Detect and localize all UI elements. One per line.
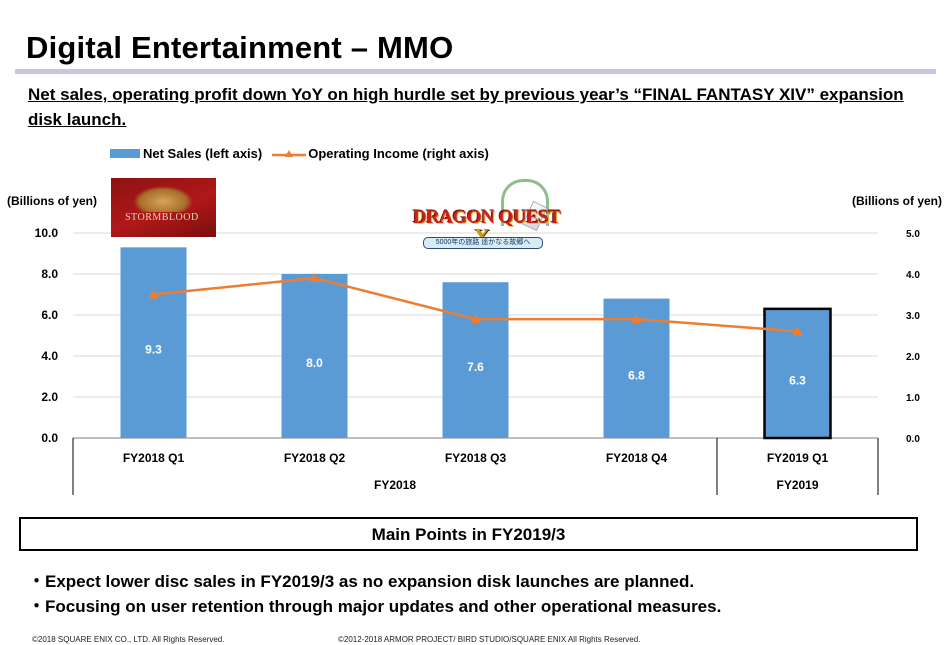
right-tick-label: 0.0 xyxy=(906,434,920,445)
dq-arch-graphic xyxy=(501,179,549,226)
page-title: Digital Entertainment – MMO xyxy=(26,30,454,65)
line-marker-operating-income xyxy=(148,289,159,299)
footer-copyright-armor-project: ©2012-2018 ARMOR PROJECT/ BIRD STUDIO/SQ… xyxy=(338,635,641,644)
legend-line-swatch xyxy=(272,149,307,157)
ffxiv-emblem xyxy=(133,186,193,212)
left-tick-label: 8.0 xyxy=(41,267,58,281)
right-tick-label: 2.0 xyxy=(906,352,920,363)
right-tick-label: 5.0 xyxy=(906,229,920,240)
dq-logo-name: DRAGON QUEST xyxy=(413,207,561,228)
bar-net-sales xyxy=(281,274,348,438)
line-marker-operating-income xyxy=(631,314,642,324)
category-label: FY2018 Q1 xyxy=(123,451,185,465)
right-tick-label: 1.0 xyxy=(906,393,920,404)
right-axis-unit: (Billions of yen) xyxy=(852,194,942,208)
legend-operating-income: Operating Income (right axis) xyxy=(308,146,489,161)
chart: 0.0 2.0 4.0 6.0 8.0 10.0 0.0 1.0 2.0 3.0 4.0 5.0 9.3… xyxy=(35,226,920,495)
bar-net-sales xyxy=(120,247,187,438)
category-label: FY2018 Q4 xyxy=(606,451,668,465)
main-point-item: ・Focusing on user retention through majo… xyxy=(28,597,722,616)
ffxiv-stormblood-logo: STORMBLOOD xyxy=(111,178,216,237)
left-tick-label: 10.0 xyxy=(35,226,59,240)
ffxiv-logo-text: STORMBLOOD xyxy=(125,212,199,223)
main-point-item: ・Expect lower disc sales in FY2019/3 as … xyxy=(28,572,695,591)
group-label: FY2019 xyxy=(776,478,818,492)
line-marker-operating-income xyxy=(470,314,481,324)
footer-copyright-square-enix: ©2018 SQUARE ENIX CO., LTD. All Rights R… xyxy=(32,635,225,644)
legend-net-sales: Net Sales (left axis) xyxy=(143,146,263,161)
dragon-quest-x-logo: DRAGON QUEST X 5000年の旅路 遥かなる故郷へ xyxy=(409,177,561,257)
bar-data-label: 6.8 xyxy=(628,368,645,382)
main-points-list: ・Expect lower disc sales in FY2019/3 as … xyxy=(28,569,721,619)
bar-data-label: 8.0 xyxy=(306,356,323,370)
bar-data-label: 9.3 xyxy=(145,343,162,357)
bar-data-label: 7.6 xyxy=(467,360,484,374)
subtitle: Net sales, operating profit down YoY on … xyxy=(28,85,904,129)
left-tick-label: 6.0 xyxy=(41,308,58,322)
bar-data-label: 6.3 xyxy=(789,373,806,387)
left-axis-unit: (Billions of yen) xyxy=(7,194,97,208)
group-label: FY2018 xyxy=(374,478,416,492)
legend-bar-swatch xyxy=(110,149,140,158)
left-tick-label: 2.0 xyxy=(41,390,58,404)
category-label: FY2018 Q3 xyxy=(445,451,507,465)
right-tick-label: 3.0 xyxy=(906,311,920,322)
chart-legend: Net Sales (left axis) Operating Income (… xyxy=(110,146,489,161)
dq-logo-ribbon: 5000年の旅路 遥かなる故郷へ xyxy=(423,237,543,249)
line-marker-operating-income xyxy=(792,326,803,336)
left-tick-label: 4.0 xyxy=(41,349,58,363)
right-tick-label: 4.0 xyxy=(906,270,920,281)
category-label: FY2019 Q1 xyxy=(767,451,829,465)
left-tick-label: 0.0 xyxy=(41,431,58,445)
line-marker-operating-income xyxy=(309,273,320,283)
main-points-heading: Main Points in FY2019/3 xyxy=(19,517,918,551)
title-divider xyxy=(15,69,936,74)
bar-net-sales xyxy=(442,282,509,438)
category-label: FY2018 Q2 xyxy=(284,451,346,465)
